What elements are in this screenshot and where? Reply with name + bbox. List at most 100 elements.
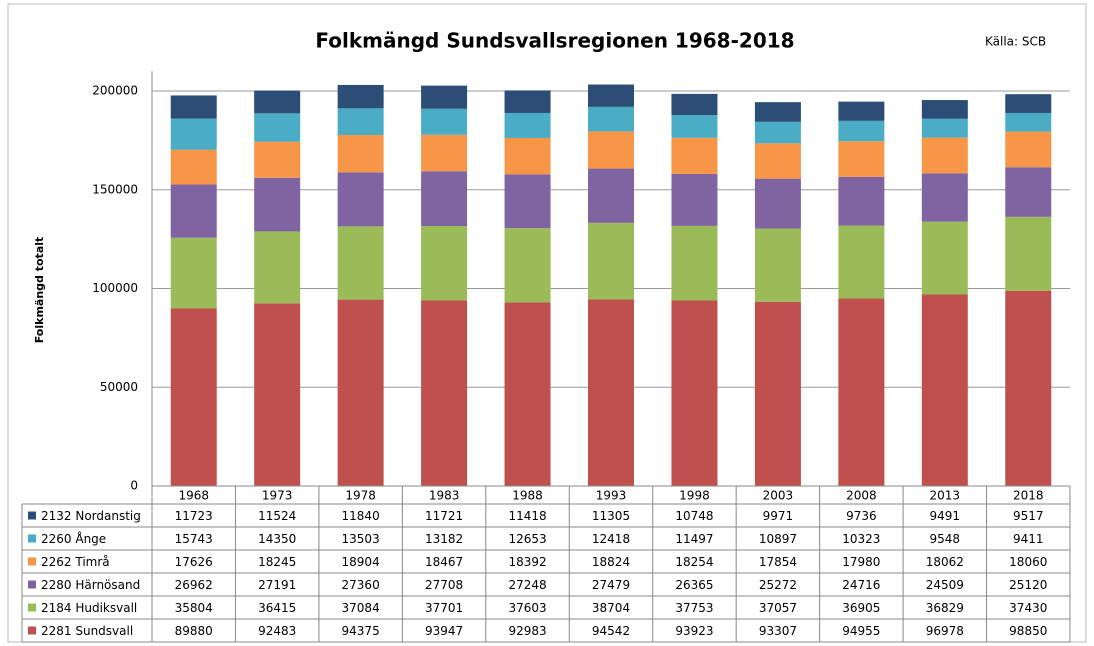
table-value: 12653	[508, 532, 546, 546]
x-tick-label: 1998	[679, 489, 710, 503]
table-value: 96978	[926, 624, 964, 638]
bar-segment	[1005, 112, 1052, 132]
bar-segment	[588, 106, 634, 132]
bar-segment	[671, 115, 718, 138]
table-value: 13182	[425, 532, 463, 546]
table-value: 18904	[342, 555, 380, 569]
table-value: 92483	[258, 624, 296, 638]
x-tick-label: 1973	[262, 489, 293, 503]
legend-label: 2132 Nordanstig	[41, 509, 141, 523]
table-value: 27248	[508, 578, 546, 592]
table-value: 24716	[842, 578, 880, 592]
table-value: 93947	[425, 624, 463, 638]
table-value: 11723	[175, 509, 213, 523]
bar-segment	[504, 302, 551, 486]
bar-segment	[254, 177, 301, 232]
table-value: 9548	[930, 532, 961, 546]
x-tick-label: 1978	[345, 489, 376, 503]
bar-segment	[754, 228, 801, 302]
table-value: 9971	[763, 509, 794, 523]
bar-segment	[838, 176, 885, 226]
table-value: 11721	[425, 509, 463, 523]
table-value: 35804	[175, 601, 213, 615]
table-value: 27191	[258, 578, 296, 592]
x-tick-label: 2003	[763, 489, 794, 503]
bar-segment	[921, 137, 968, 174]
table-value: 18062	[926, 555, 964, 569]
legend-label: 2281 Sundsvall	[41, 624, 133, 638]
table-value: 26365	[675, 578, 713, 592]
legend-swatch	[28, 626, 36, 635]
bar-segment	[170, 149, 217, 185]
legend-swatch	[28, 603, 36, 612]
bar-segment	[1005, 167, 1052, 217]
bar-segment	[170, 184, 217, 238]
table-value: 89880	[175, 624, 213, 638]
table-value: 9491	[930, 509, 961, 523]
y-tick-label: 200000	[92, 84, 138, 98]
legend-swatch	[28, 534, 36, 543]
table-value: 11305	[592, 509, 630, 523]
table-value: 94542	[592, 624, 630, 638]
bar-segment	[1005, 290, 1052, 486]
table-value: 11497	[675, 532, 713, 546]
bar-segment	[588, 168, 634, 223]
bar-segment	[421, 300, 468, 486]
bar-segment	[504, 112, 551, 138]
bar-segment	[671, 137, 718, 174]
table-value: 9517	[1013, 509, 1044, 523]
table-value: 18245	[258, 555, 296, 569]
bar-segment	[337, 299, 384, 486]
bar-segment	[921, 118, 968, 138]
bar-segment	[254, 231, 301, 304]
table-value: 17980	[842, 555, 880, 569]
table-value: 18060	[1009, 555, 1047, 569]
table-value: 37753	[675, 601, 713, 615]
bar-segment	[421, 225, 468, 301]
table-value: 37084	[342, 601, 380, 615]
table-value: 37057	[759, 601, 797, 615]
table-value: 98850	[1009, 624, 1047, 638]
bar-segment	[754, 301, 801, 486]
table-value: 36829	[926, 601, 964, 615]
table-value: 27708	[425, 578, 463, 592]
bar-segment	[421, 134, 468, 172]
x-tick-label: 1988	[512, 489, 543, 503]
table-value: 11418	[508, 509, 546, 523]
table-value: 17854	[759, 555, 797, 569]
x-tick-label: 2013	[930, 489, 961, 503]
bar-segment	[337, 134, 384, 173]
table-value: 9411	[1013, 532, 1044, 546]
table-value: 36415	[258, 601, 296, 615]
table-value: 10748	[675, 509, 713, 523]
bar-segment	[671, 93, 718, 116]
bar-segment	[671, 173, 718, 226]
legend-label: 2260 Ånge	[41, 531, 106, 546]
table-value: 26962	[175, 578, 213, 592]
table-value: 17626	[175, 555, 213, 569]
table-value: 37701	[425, 601, 463, 615]
table-value: 10323	[842, 532, 880, 546]
bar-segment	[754, 178, 801, 229]
table-value: 18467	[425, 555, 463, 569]
bar-segment	[421, 108, 468, 135]
table-value: 13503	[342, 532, 380, 546]
bar-segment	[504, 90, 551, 113]
bar-segment	[1005, 216, 1052, 291]
table-value: 38704	[592, 601, 630, 615]
table-value: 25120	[1009, 578, 1047, 592]
table-value: 11840	[342, 509, 380, 523]
x-tick-label: 2008	[846, 489, 877, 503]
table-value: 11524	[258, 509, 296, 523]
x-tick-label: 1968	[178, 489, 209, 503]
table-value: 37603	[508, 601, 546, 615]
bar-segment	[337, 226, 384, 300]
bar-segment	[838, 120, 885, 142]
legend-swatch	[28, 557, 36, 566]
bar-segment	[671, 300, 718, 486]
bar-segment	[754, 143, 801, 179]
table-value: 27479	[592, 578, 630, 592]
table-value: 9736	[846, 509, 877, 523]
bar-segment	[170, 237, 217, 309]
